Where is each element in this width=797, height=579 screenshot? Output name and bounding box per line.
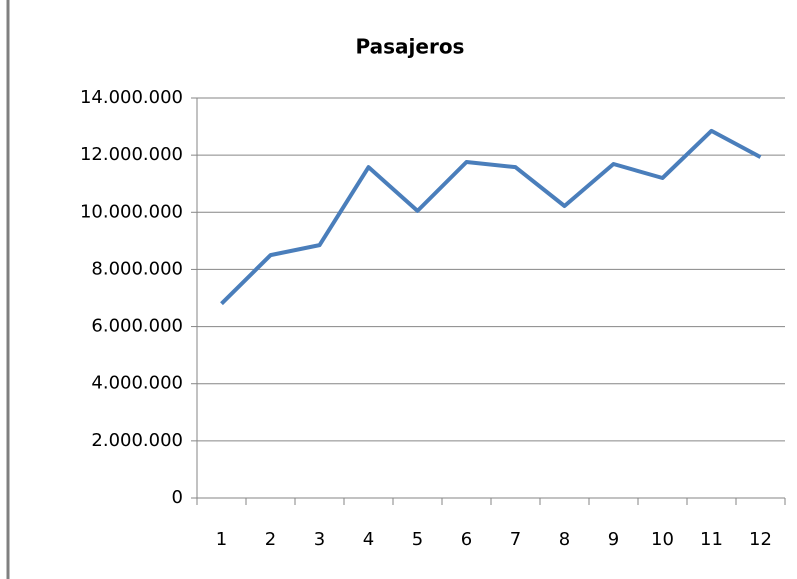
x-tick-label: 2 — [265, 529, 276, 550]
x-tick-label: 7 — [510, 529, 521, 550]
x-tick-label: 4 — [363, 529, 374, 550]
y-tick-label: 14.000.000 — [80, 87, 183, 108]
chart-title: Pasajeros — [356, 35, 465, 59]
y-tick-label: 4.000.000 — [91, 373, 183, 394]
x-tick-label: 10 — [651, 529, 674, 550]
x-tick-label: 6 — [461, 529, 472, 550]
x-tick-label: 1 — [216, 529, 227, 550]
y-tick-label: 12.000.000 — [80, 144, 183, 165]
x-tick-label: 11 — [700, 529, 723, 550]
y-tick-label: 2.000.000 — [91, 430, 183, 451]
x-tick-label: 8 — [559, 529, 570, 550]
data-line — [220, 128, 762, 306]
x-tick-label: 5 — [412, 529, 423, 550]
y-tick-label: 8.000.000 — [91, 258, 183, 279]
x-tick-label: 12 — [749, 529, 772, 550]
y-tick-label: 0 — [172, 487, 183, 508]
x-tick-label: 9 — [608, 529, 619, 550]
x-tick-label: 3 — [314, 529, 325, 550]
y-tick-label: 10.000.000 — [80, 201, 183, 222]
y-tick-label: 6.000.000 — [91, 316, 183, 337]
